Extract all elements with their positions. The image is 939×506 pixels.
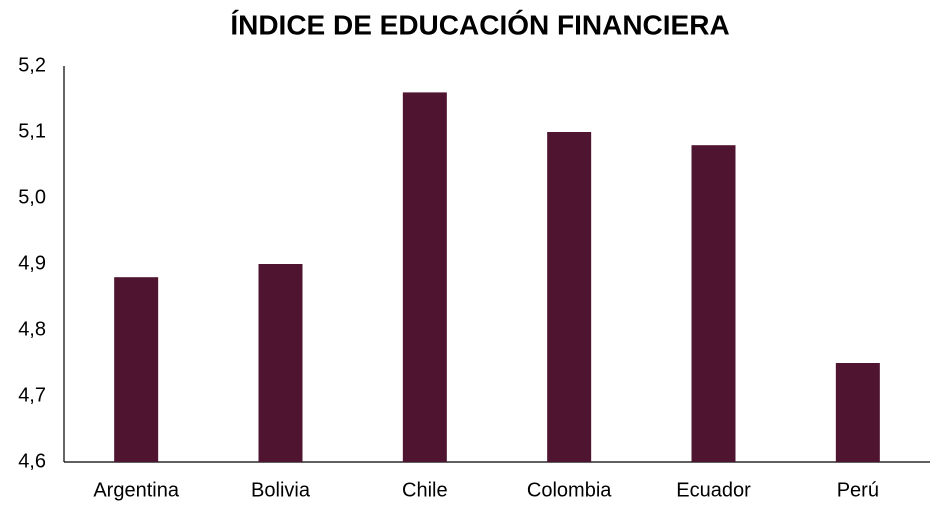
chart-title: ÍNDICE DE EDUCACIÓN FINANCIERA bbox=[230, 9, 729, 40]
bar bbox=[547, 132, 592, 462]
x-tick-label: Perú bbox=[837, 479, 879, 501]
y-tick-label: 4,7 bbox=[18, 384, 46, 406]
y-tick-label: 5,0 bbox=[18, 186, 46, 208]
x-tick-label: Argentina bbox=[93, 479, 179, 501]
bar bbox=[258, 264, 303, 462]
bar bbox=[402, 92, 447, 463]
x-tick-label: Colombia bbox=[527, 479, 612, 501]
bar bbox=[114, 277, 159, 462]
y-tick-label: 5,2 bbox=[18, 54, 46, 76]
y-tick-label: 4,6 bbox=[18, 450, 46, 472]
x-tick-label: Ecuador bbox=[676, 479, 751, 501]
x-tick-label: Bolivia bbox=[251, 479, 311, 501]
bar bbox=[691, 145, 736, 462]
bar bbox=[835, 363, 880, 462]
y-tick-label: 4,8 bbox=[18, 318, 46, 340]
y-tick-label: 5,1 bbox=[18, 120, 46, 142]
y-tick-label: 4,9 bbox=[18, 252, 46, 274]
x-tick-label: Chile bbox=[402, 479, 448, 501]
